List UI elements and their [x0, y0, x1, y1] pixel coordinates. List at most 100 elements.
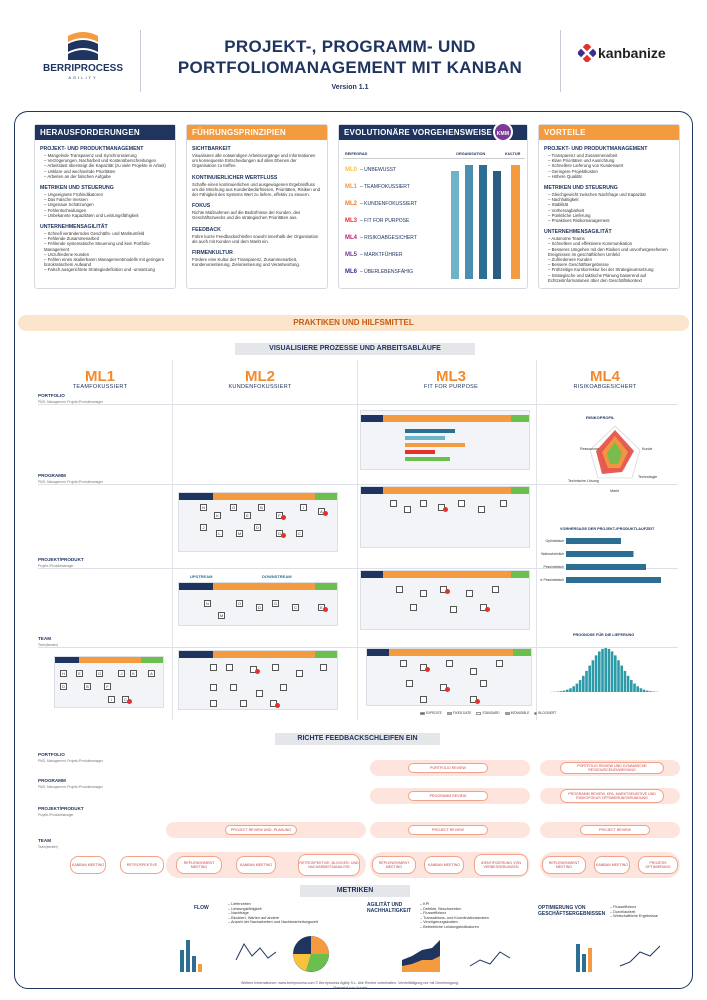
maturity-level-row: ML4– RISIKOABGESICHERT	[345, 233, 417, 243]
vorteile-title: VORTEILE	[539, 125, 679, 140]
metric-item: – Transaktions- und Koordinationskosten	[420, 915, 489, 920]
kanban-card	[256, 690, 263, 697]
col-kultur: KULTUR	[505, 152, 521, 156]
ml1-label: TEAMFOKUSSIERT	[72, 384, 128, 390]
radar-label-technologie: Technologie	[638, 475, 657, 479]
kanban-card: I	[108, 696, 115, 703]
hf-item: – Fehlen eines skalierbaren Managementmo…	[44, 257, 164, 268]
kanban-card	[470, 668, 477, 675]
forecast-title: VORHERSAGE DER PROJEKT-/PRODUKTLAUFZEIT	[560, 527, 655, 531]
vt-heading-0: PROJEKT- UND PRODUKTMANAGEMENT	[544, 146, 648, 152]
blocker-marker	[255, 669, 260, 674]
fb-ml3-replenishment: REPLENISHMENT MEETING	[372, 856, 416, 874]
legend-swatch	[476, 711, 482, 715]
legend-label: STANDARD	[482, 711, 500, 715]
radar-label-ressourcen: Ressourcen	[580, 447, 599, 451]
maturity-level-label: – RISIKOABGESICHERT	[360, 235, 417, 241]
hf-item: – Das Falsche messen	[44, 197, 88, 203]
maturity-level-code: ML5	[345, 252, 357, 258]
maturity-level-code: ML1	[345, 184, 357, 190]
blocker-marker	[323, 607, 328, 612]
vt-item: – Nachhaltigkeit	[548, 197, 579, 203]
kanban-card: C	[296, 530, 303, 537]
vt-item: – Vorhersagbarkeit	[548, 207, 585, 213]
blocker-marker	[445, 589, 450, 594]
evolution-bars	[451, 165, 520, 279]
maturity-level-row: ML2– KUNDENFOKUSSIERT	[345, 199, 417, 209]
hf-item: – Fehlentscheidungen	[44, 207, 87, 213]
fb-ml2-retro: RETROSPEKTIVE, BLOCKER- UND NACHARBEITSA…	[298, 854, 360, 876]
fb-row-programm-sub: PMO, Management, Projekt-/Produktmanager	[38, 785, 103, 789]
hf-item: – Fehlende systematische Steuerung und k…	[44, 241, 151, 252]
vt-item: – Strategische und taktische Planung bas…	[548, 272, 647, 283]
delivery-bar	[578, 680, 582, 692]
version: Version 1.1	[331, 84, 369, 91]
vt-item: – Gleichgewicht zwischen Nachfrage und K…	[548, 192, 646, 198]
delivery-bar	[639, 688, 643, 692]
radar-label-markt: Markt	[610, 489, 619, 493]
delivery-bar	[601, 648, 604, 692]
evolution-title-text: EVOLUTIONÄRE VORGEHENSWEISE	[344, 128, 493, 137]
fuehrung-title: FÜHRUNGSPRINZIPIEN	[187, 125, 327, 140]
fb-ml2-kanban: KANBAN MEETING	[236, 856, 276, 874]
maturity-level-row: ML5– MARKTFÜHRER	[345, 250, 403, 260]
fb-ml1-retro: RETROSPEKTIVE	[120, 856, 164, 874]
delivery-bar	[642, 689, 646, 692]
kanban-card	[296, 670, 303, 677]
delivery-bar	[588, 665, 591, 692]
footer-line-1: Weitere Informationen: www.berriprocess.…	[241, 981, 459, 985]
kanban-card: N	[200, 504, 207, 511]
delivery-bar	[630, 680, 633, 692]
kanban-card	[496, 660, 503, 667]
fb-ml3-portfolio: PORTFOLIO REVIEW	[408, 763, 488, 773]
metric-item: – Flusseffizienz	[420, 911, 447, 916]
fp-heading-3: FEEDBACK	[192, 226, 221, 233]
legend-item: EXPEDITE	[420, 711, 442, 715]
blocker-marker	[281, 515, 286, 520]
delivery-bar	[614, 655, 617, 692]
kanban-card: D	[256, 604, 263, 611]
kanban-card	[320, 664, 327, 671]
kanban-card	[446, 660, 453, 667]
title-line-1: PROJEKT-, PROGRAMM- UND	[224, 37, 476, 56]
fb-ml3-projekt: PROJECT REVIEW	[408, 825, 488, 835]
ml2-label: KUNDENFOKUSSIERT	[228, 384, 292, 390]
kanban-card: K	[130, 670, 137, 677]
hf-item: – Schnell veränderndes Geschäfts- und Ma…	[44, 231, 145, 237]
legend-swatch	[504, 711, 510, 715]
kanban-card: G	[272, 600, 279, 607]
fb-ml4-kanban: KANBAN MEETING	[594, 856, 630, 874]
vt-item: – Transparenz und Zusammenarbeit	[548, 153, 618, 158]
legend-item: FIXED DATE	[446, 711, 471, 715]
row-team-sub: Team(berater)	[38, 643, 59, 647]
fb-ml4-programm: PROGRAMM REVIEW, KPA, MARKTSENSITIVE UND…	[560, 789, 664, 803]
maturity-level-label: – UNBEWUSST	[360, 167, 397, 173]
legend-item: INTANGIBLE	[504, 711, 530, 715]
kanban-card: F	[104, 683, 111, 690]
kanban-card	[240, 700, 247, 707]
metric-item: – Wirtschaftliche Ergebnisse	[610, 914, 658, 919]
delivery-bar	[607, 648, 611, 692]
maturity-level-code: ML0	[345, 167, 357, 173]
forecast-label: Pessimistisch	[543, 565, 564, 569]
col-reifegrad: REIFEGRAD	[345, 152, 368, 156]
fb-ml3-verbesserungen: IDENTIFIZIERUNG VON VERBESSERUNGEN	[474, 854, 528, 876]
metric-item: – Leistungsfähigkeit	[228, 906, 262, 911]
legend-label: EXPEDITE	[426, 711, 442, 715]
delivery-bar	[623, 670, 627, 692]
forecast-bar	[566, 538, 621, 544]
ml2-upstream: UPSTREAM	[190, 574, 213, 579]
hf-item: – Unbekannte Kapazitäten und Leistungsfä…	[44, 212, 139, 218]
ml2-team-board	[178, 650, 338, 710]
delivery-bar	[646, 690, 649, 692]
praktiken-band: PRAKTIKEN UND HILFSMITTEL	[18, 315, 689, 331]
fb-ml3-kanban: KANBAN MEETING	[424, 856, 464, 874]
ml3-programm-board	[360, 486, 530, 548]
forecast-label: Wahrscheinlich	[541, 552, 564, 556]
vt-item: – Frühzeitige Kurskorrektur bei der Stra…	[548, 267, 654, 273]
hf-heading-1: METRIKEN UND STEUERUNG	[40, 185, 114, 192]
legend-item: STANDARD	[476, 711, 500, 715]
vt-heading-1: METRIKEN UND STEUERUNG	[544, 185, 618, 192]
legend-label: INTANGIBLE	[510, 711, 530, 715]
delivery-bar	[604, 648, 607, 692]
